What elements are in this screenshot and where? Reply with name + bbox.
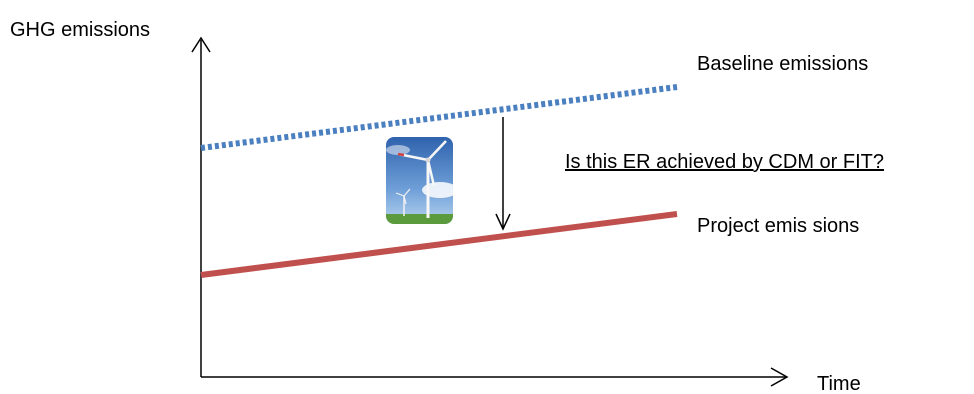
x-axis-arrowhead <box>770 367 789 387</box>
y-axis-label: GHG emissions <box>10 19 151 41</box>
project-emissions-label: Project emis sions <box>697 215 860 237</box>
reduction-arrowhead <box>495 213 511 231</box>
wind-turbine-photo-icon <box>386 137 453 224</box>
emission-reduction-question: Is this ER achieved by CDM or FIT? <box>565 151 884 173</box>
x-axis-label: Time <box>817 373 861 394</box>
project-emissions-line <box>200 211 678 278</box>
baseline-emissions-label: Baseline emissions <box>697 53 869 75</box>
y-axis-arrowhead <box>191 36 211 53</box>
baseline-emissions-line <box>200 84 678 151</box>
